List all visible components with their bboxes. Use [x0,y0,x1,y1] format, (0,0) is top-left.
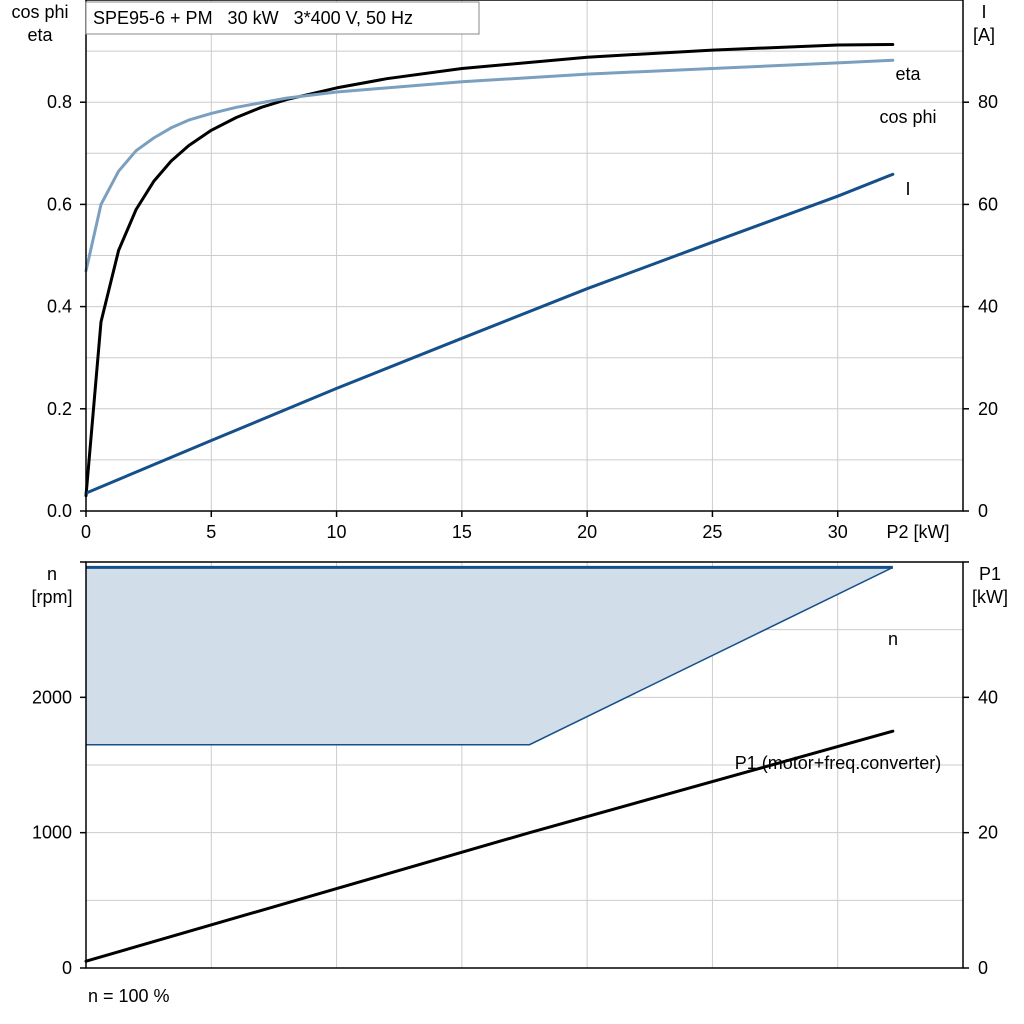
y-tick-label-right: 40 [978,297,998,317]
x-tick-label: 10 [327,522,347,542]
speed-range-area [86,567,893,745]
left-axis-label-n: n [47,564,57,584]
y-tick-label-left: 1000 [32,823,72,843]
y-tick-label-right: 20 [978,399,998,419]
y-tick-label-left: 0.4 [47,297,72,317]
y-tick-label-right: 20 [978,823,998,843]
axis-tick-labels: 0.0 0.2 0.4 0.6 0.8 0 20 40 60 80 0 5 10 15 20 25 30 0 100… [32,92,998,978]
y-tick-label-left: 0.2 [47,399,72,419]
y-tick-label-right: 0 [978,958,988,978]
p1-line [84,729,895,963]
x-axis-label: P2 [kW] [886,522,949,542]
series-label-n: n [888,629,898,649]
chart-title: SPE95-6 + PM 30 kW 3*400 V, 50 Hz [93,8,413,28]
y-tick-label-left: 0 [62,958,72,978]
title-box [85,1,480,35]
footnote-speed: n = 100 % [88,986,170,1006]
series-label-i: I [905,179,910,199]
x-tick-label: 5 [206,522,216,542]
right-axis-label-i: I [981,2,986,22]
x-tick-label: 20 [577,522,597,542]
top-plot-frame [85,0,964,512]
left-axis-label-eta: eta [27,25,53,45]
min-speed-line [86,566,894,746]
y-tick-label-right: 0 [978,501,988,521]
top-plot-series [84,43,895,498]
bottom-plot-series [84,565,895,963]
x-tick-label: 25 [702,522,722,542]
y-tick-label-left: 2000 [32,687,72,707]
y-tick-label-right: 40 [978,687,998,707]
eta-curve [84,43,895,498]
right-axis-label-unit-a: [A] [973,25,995,45]
series-label-eta: eta [895,64,921,84]
current-curve [84,172,895,495]
y-tick-label-right: 80 [978,92,998,112]
x-tick-label: 30 [828,522,848,542]
bottom-plot-frame [85,561,964,969]
right-axis-label-kw: [kW] [972,587,1008,607]
top-grid [86,0,963,511]
y-tick-label-left: 0.8 [47,92,72,112]
cos-phi-curve [84,58,895,273]
y-tick-label-left: 0.0 [47,501,72,521]
series-label-cos-phi: cos phi [879,107,936,127]
right-axis-label-p1: P1 [979,564,1001,584]
y-tick-label-right: 60 [978,194,998,214]
series-label-p1: P1 (motor+freq.converter) [735,753,942,773]
left-axis-label-cosphi: cos phi [11,2,68,22]
x-tick-label: 0 [81,522,91,542]
x-tick-label: 15 [452,522,472,542]
y-tick-label-left: 0.6 [47,194,72,214]
left-axis-label-rpm: [rpm] [31,587,72,607]
